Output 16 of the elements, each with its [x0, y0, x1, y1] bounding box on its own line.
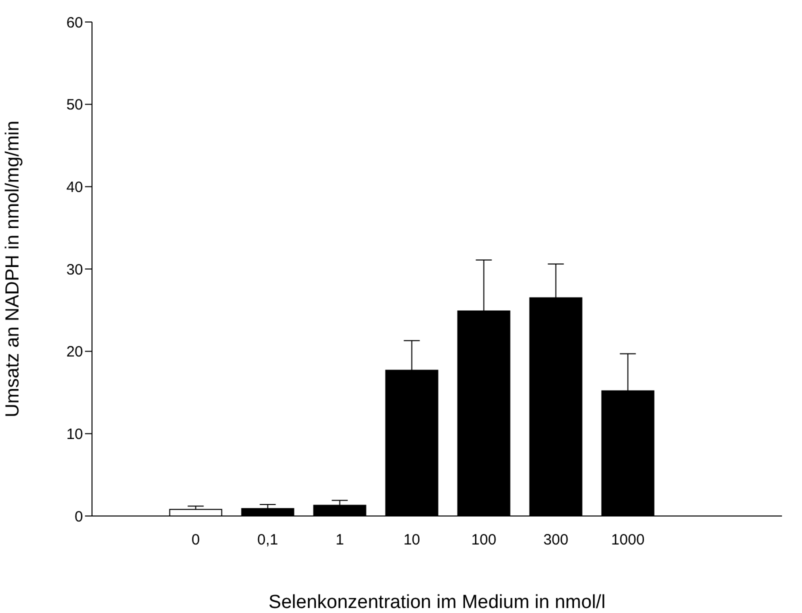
y-tick-label: 0 [74, 508, 83, 526]
x-tick-label: 1000 [611, 532, 645, 549]
y-tick-label: 60 [66, 14, 83, 32]
x-tick-label: 0 [192, 532, 200, 549]
y-axis-title: Umsatz an NADPH in nmol/mg/min [2, 120, 24, 418]
x-tick-label: 1 [336, 532, 344, 549]
x-axis-title: Selenkonzentration im Medium in nmol/l [268, 592, 606, 613]
y-tick-label: 30 [66, 261, 83, 278]
y-tick-label: 50 [66, 96, 83, 114]
x-tick-label: 0,1 [257, 532, 278, 549]
x-tick-label: 100 [471, 532, 496, 549]
y-tick-label: 40 [66, 178, 83, 196]
y-tick-label: 10 [66, 426, 83, 443]
y-tick-label: 20 [66, 344, 83, 361]
x-tick-label: 300 [543, 532, 568, 549]
x-tick-label: 10 [403, 532, 420, 549]
